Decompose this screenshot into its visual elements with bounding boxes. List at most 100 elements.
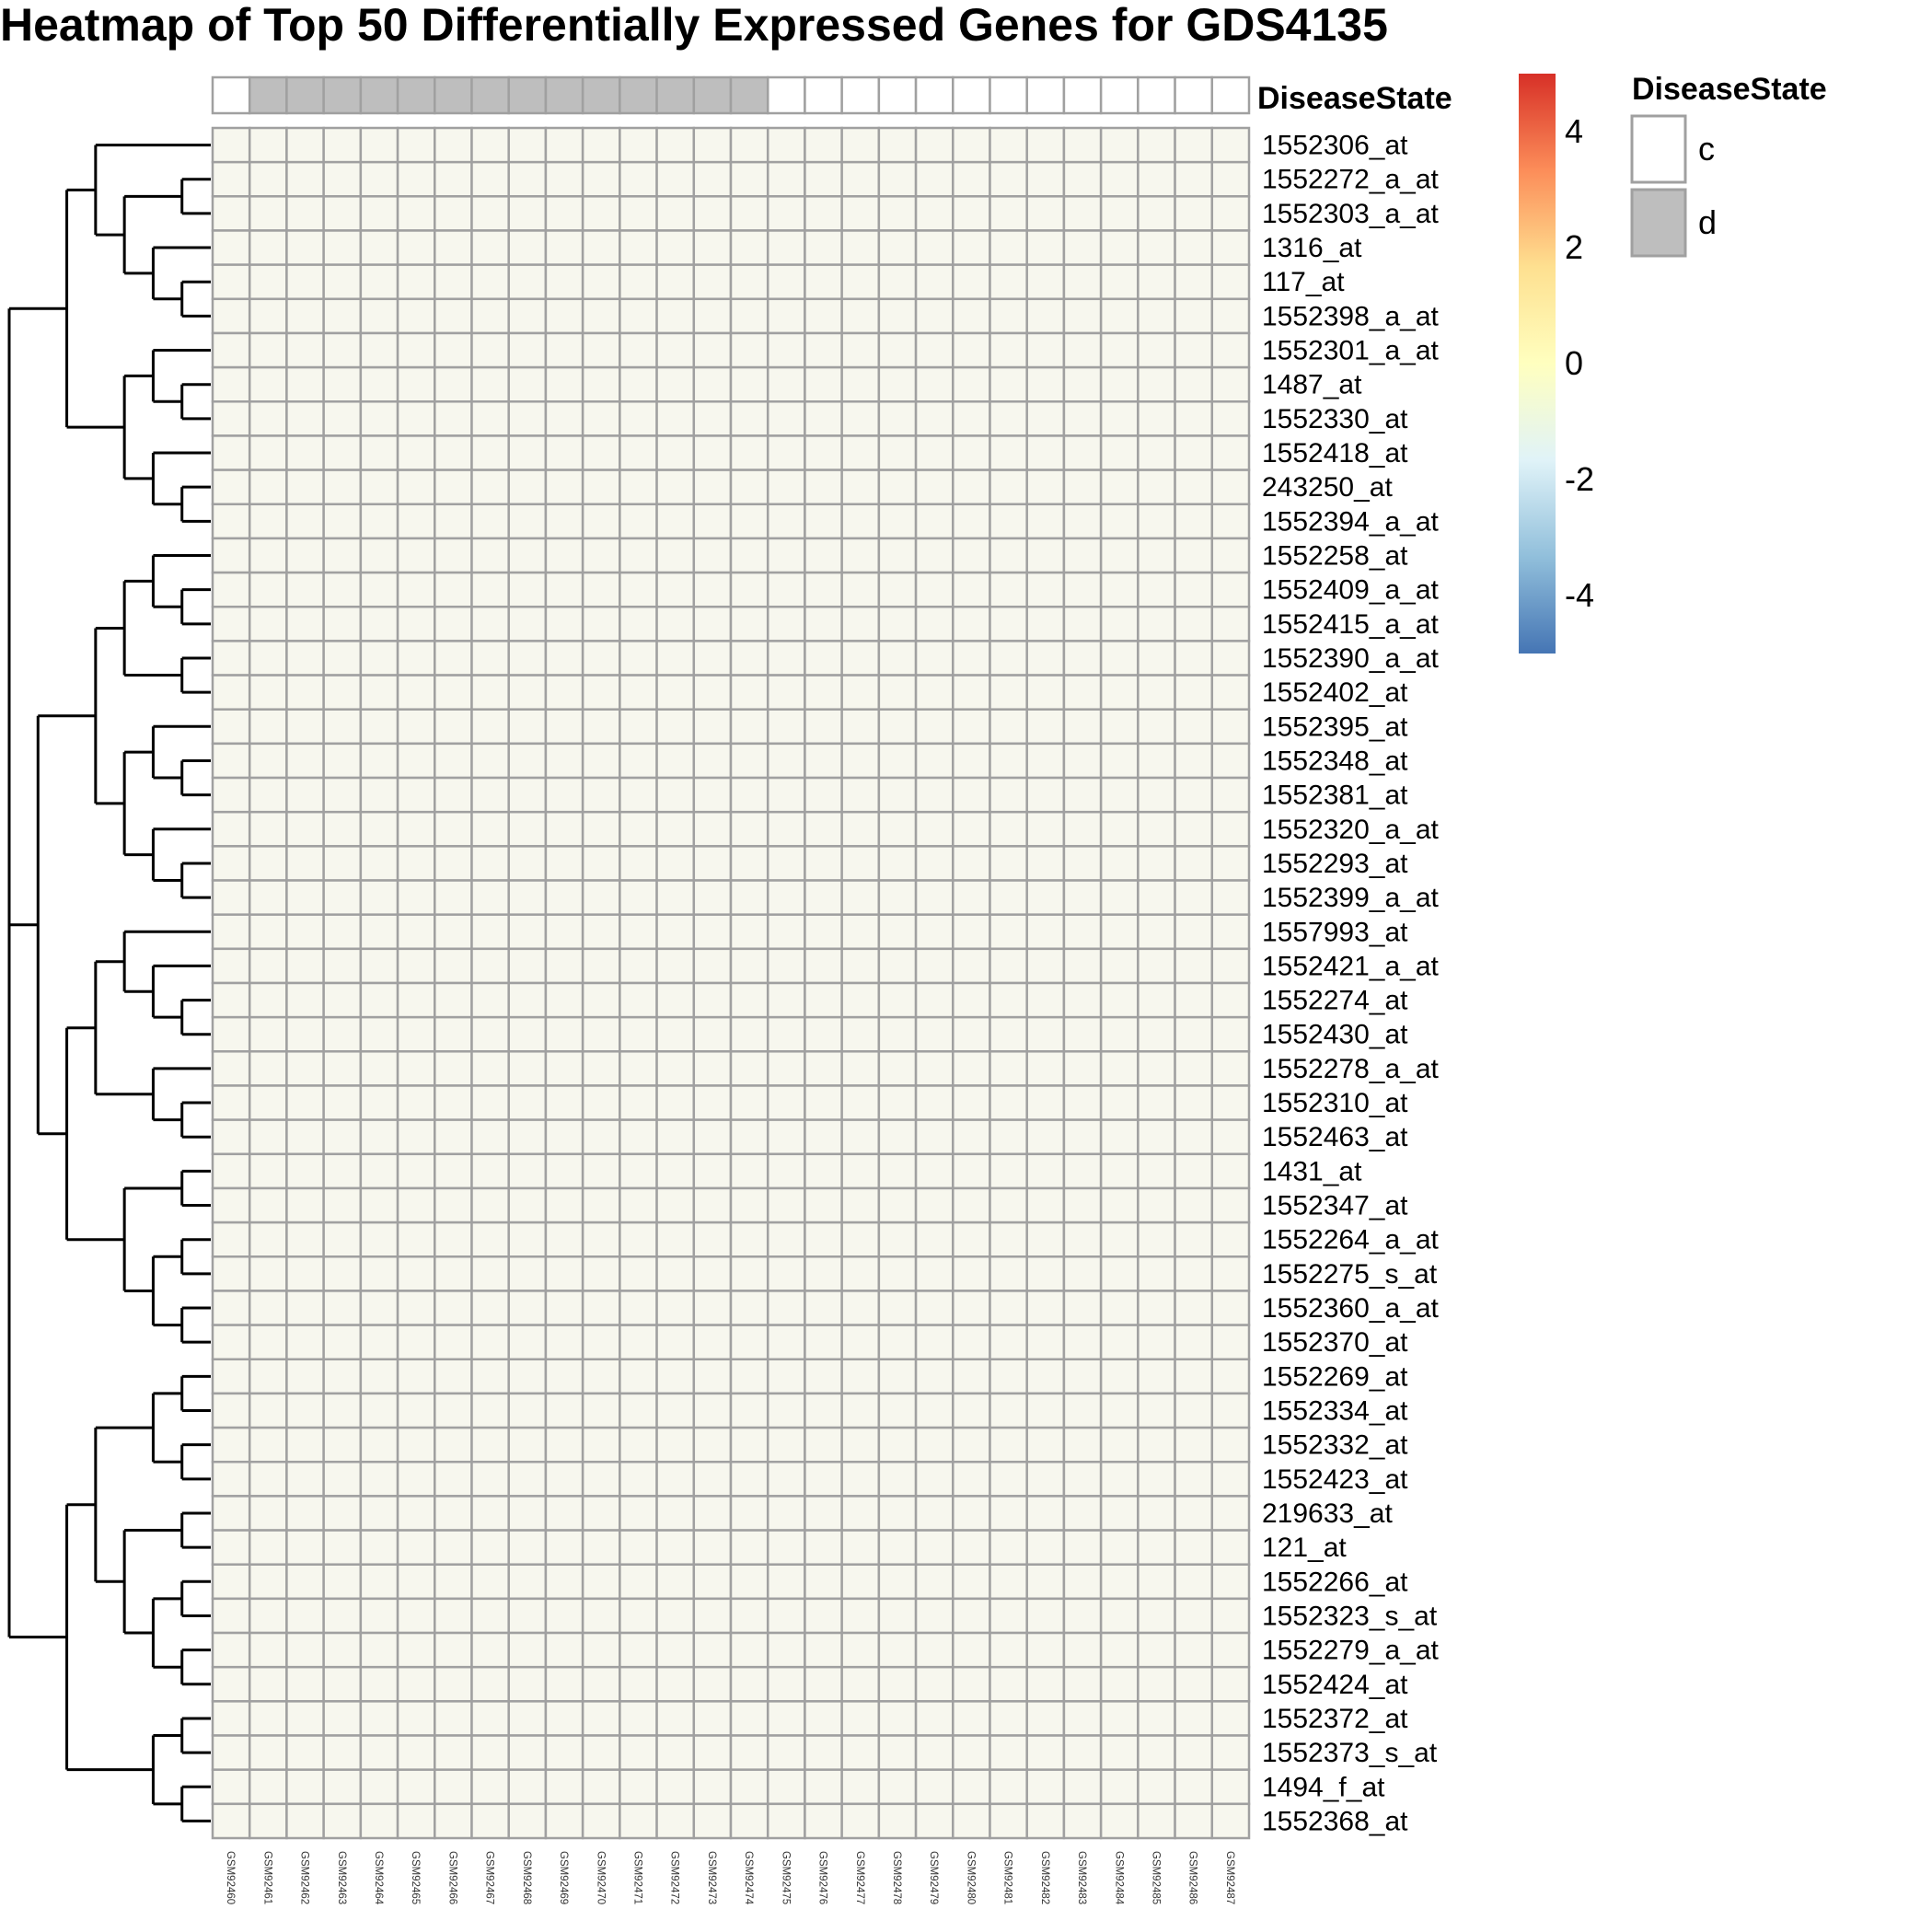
heatmap-cell: [1099, 1084, 1140, 1121]
heatmap-cell: [211, 1597, 251, 1635]
row-label: 1552264_a_at: [1262, 1225, 1440, 1255]
heatmap-cell: [804, 1597, 843, 1635]
heatmap-cell: [1025, 674, 1066, 711]
heatmap-cell: [396, 913, 436, 951]
heatmap-cell: [989, 297, 1028, 335]
heatmap-cell: [470, 126, 510, 164]
heatmap-cell: [359, 640, 399, 677]
heatmap-cell: [804, 126, 843, 164]
heatmap-cell: [952, 297, 991, 335]
heatmap-cell: [1062, 913, 1103, 951]
heatmap-cell: [359, 879, 399, 916]
heatmap-cell: [877, 1050, 918, 1087]
heatmap-cell: [766, 297, 806, 335]
heatmap-cell: [470, 810, 510, 848]
heatmap-cell: [1062, 1015, 1103, 1053]
heatmap-cell: [248, 1426, 288, 1463]
heatmap-cell: [1099, 571, 1140, 608]
heatmap-cell: [1099, 1324, 1140, 1361]
heatmap-cell: [581, 1631, 621, 1669]
column-label: GSM92481: [1002, 1851, 1013, 1904]
heatmap-cell: [322, 1152, 363, 1190]
heatmap-cell: [989, 365, 1028, 403]
heatmap-cell: [1174, 981, 1214, 1019]
heatmap-cell: [1099, 1802, 1140, 1840]
heatmap-cell: [322, 1221, 363, 1258]
heatmap-cell: [1062, 537, 1103, 574]
heatmap-cell: [248, 1665, 288, 1703]
heatmap-cell: [1174, 1015, 1214, 1053]
heatmap-cell: [766, 1186, 806, 1224]
heatmap-cell: [766, 640, 806, 677]
heatmap-cell: [877, 810, 918, 848]
heatmap-cell: [804, 1118, 843, 1156]
heatmap-cell: [952, 879, 991, 916]
heatmap-cell: [434, 1290, 473, 1326]
heatmap-cell: [877, 1118, 918, 1156]
heatmap-cell: [1025, 229, 1066, 266]
heatmap-cell: [877, 605, 918, 642]
heatmap-cell: [322, 1255, 363, 1292]
heatmap-cell: [729, 981, 769, 1019]
heatmap-cell: [285, 1015, 325, 1053]
heatmap-cell: [581, 845, 621, 882]
heatmap-cell: [211, 537, 251, 574]
heatmap-cell: [952, 229, 991, 266]
heatmap-cell: [396, 1665, 436, 1703]
heatmap-cell: [359, 1529, 399, 1566]
heatmap-cell: [840, 1768, 881, 1806]
heatmap-cell: [581, 1152, 621, 1190]
heatmap-cell: [766, 263, 806, 301]
heatmap-cell: [507, 469, 548, 506]
heatmap-cell: [396, 1734, 436, 1771]
heatmap-cell: [1025, 1392, 1066, 1429]
heatmap-cell: [434, 1802, 473, 1840]
heatmap-cell: [1174, 1290, 1214, 1326]
heatmap-cell: [581, 434, 621, 471]
heatmap-cell: [914, 571, 954, 608]
heatmap-cell: [729, 126, 769, 164]
heatmap-cell: [729, 1495, 769, 1532]
heatmap-cell: [1025, 469, 1066, 506]
heatmap-cell: [692, 1324, 733, 1361]
heatmap-cell: [655, 229, 696, 266]
heatmap-cell: [1099, 981, 1140, 1019]
heatmap-cell: [581, 1050, 621, 1087]
heatmap-cell: [359, 1324, 399, 1361]
heatmap-cell: [1062, 879, 1103, 916]
heatmap-cell: [655, 708, 696, 746]
heatmap-cell: [1025, 742, 1066, 780]
heatmap-cell: [1174, 434, 1214, 471]
column-label: GSM92469: [558, 1851, 569, 1904]
heatmap-cell: [322, 1665, 363, 1703]
heatmap-cell: [359, 1358, 399, 1395]
heatmap-cell: [1099, 1221, 1140, 1258]
heatmap-cell: [1025, 845, 1066, 882]
heatmap-cell: [692, 605, 733, 642]
heatmap-cell: [396, 365, 436, 403]
heatmap-cell: [211, 1734, 251, 1771]
heatmap-cell: [877, 400, 918, 437]
heatmap-cell: [1210, 1324, 1251, 1361]
column-label: GSM92472: [669, 1851, 680, 1904]
heatmap-cell: [581, 981, 621, 1019]
heatmap-cell: [544, 1118, 584, 1156]
heatmap-cell: [729, 1529, 769, 1566]
heatmap-cell: [619, 434, 658, 471]
heatmap-cell: [989, 1802, 1028, 1840]
heatmap-cell: [211, 1324, 251, 1361]
annotation-cell: [1099, 75, 1140, 115]
heatmap-cell: [840, 1631, 881, 1669]
heatmap-cell: [1099, 742, 1140, 780]
heatmap-cell: [248, 810, 288, 848]
heatmap-cell: [507, 1665, 548, 1703]
heatmap-cell: [877, 1392, 918, 1429]
heatmap-cell: [619, 365, 658, 403]
heatmap-cell: [285, 434, 325, 471]
heatmap-cell: [1062, 160, 1103, 198]
heatmap-cell: [1210, 1255, 1251, 1292]
heatmap-cell: [544, 297, 584, 335]
heatmap-cell: [581, 1700, 621, 1737]
heatmap-cell: [840, 879, 881, 916]
heatmap-cell: [729, 1050, 769, 1087]
